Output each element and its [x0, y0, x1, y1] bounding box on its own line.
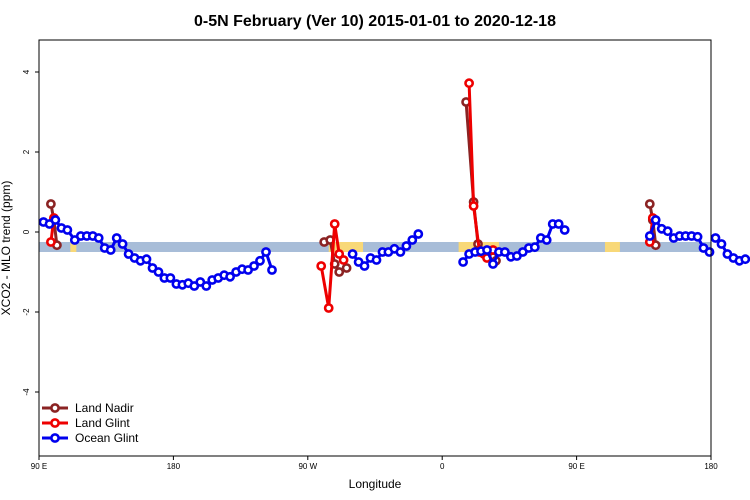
legend-label: Ocean Glint: [75, 431, 139, 445]
band-yellow-3: [604, 242, 620, 252]
data-point: [341, 263, 352, 273]
data-point: [165, 273, 176, 283]
data-point: [334, 267, 345, 277]
data-point: [105, 245, 116, 255]
series-ocean-glint: [38, 215, 750, 291]
data-point: [644, 231, 655, 241]
legend-entry: Land Nadir: [42, 401, 134, 415]
data-point: [644, 199, 655, 209]
data-point: [201, 281, 212, 291]
legend-swatch-marker: [50, 403, 60, 413]
x-tick-label: 0: [440, 462, 445, 471]
y-tick-label: 0: [22, 229, 31, 234]
series-land-glint: [46, 78, 658, 313]
series-line-1-2: [467, 83, 495, 260]
data-point: [261, 247, 271, 257]
data-point: [329, 219, 340, 229]
data-point: [553, 219, 564, 229]
y-axis-label: XCO2 - MLO trend (ppm): [0, 181, 13, 316]
data-point: [267, 265, 277, 275]
data-point: [249, 261, 259, 271]
band-yellow-1: [328, 242, 364, 252]
data-point: [488, 259, 498, 269]
data-point: [559, 225, 570, 235]
data-point: [338, 255, 349, 265]
series-layer: [38, 78, 750, 313]
data-point: [255, 255, 265, 266]
chart-title: 0-5N February (Ver 10) 2015-01-01 to 202…: [194, 13, 556, 30]
y-axis: -4 -2 0 2 4: [22, 69, 39, 396]
data-point: [347, 249, 358, 259]
data-point: [401, 241, 412, 251]
y-tick-label: -2: [22, 308, 31, 316]
data-point: [499, 247, 510, 257]
x-axis: 90 E 180 90 W 0 90 E 180: [31, 456, 718, 471]
legend-swatch-marker: [50, 433, 60, 443]
data-point: [334, 249, 345, 259]
data-point: [93, 233, 104, 243]
y-tick-label: -4: [22, 388, 31, 396]
data-point: [371, 255, 382, 265]
data-point: [316, 261, 327, 271]
data-point: [482, 245, 492, 255]
data-point: [692, 231, 703, 242]
x-tick-label: 180: [704, 462, 718, 471]
data-point: [541, 235, 552, 245]
data-point: [407, 235, 418, 245]
data-point: [662, 226, 673, 237]
y-tick-label: 2: [22, 149, 31, 154]
reference-band: [39, 242, 711, 252]
data-point: [464, 78, 474, 89]
data-point: [225, 271, 235, 282]
legend-entry: Land Glint: [42, 416, 130, 430]
data-point: [716, 239, 727, 249]
legend-entry: Ocean Glint: [42, 431, 139, 445]
data-point: [650, 215, 661, 225]
data-point: [46, 199, 56, 209]
legend-label: Land Nadir: [75, 401, 134, 415]
data-point: [141, 254, 152, 265]
x-axis-label: Longitude: [349, 477, 402, 491]
x-tick-label: 180: [167, 462, 181, 471]
data-point: [62, 225, 73, 235]
data-point: [458, 257, 468, 267]
data-point: [46, 237, 56, 247]
x-tick-label: 90 W: [298, 462, 317, 471]
data-point: [359, 261, 370, 271]
band-yellow-0: [70, 242, 77, 252]
data-point: [153, 267, 164, 277]
data-point: [704, 247, 715, 257]
legend-swatch-marker: [50, 418, 60, 428]
data-point: [468, 201, 479, 211]
data-point: [117, 239, 128, 249]
data-point: [529, 242, 540, 253]
data-point: [50, 215, 61, 225]
x-tick-label: 90 E: [568, 462, 584, 471]
data-point: [710, 233, 721, 243]
data-point: [413, 229, 424, 239]
y-tick-label: 4: [22, 69, 31, 74]
data-point: [740, 254, 750, 265]
data-point: [395, 247, 406, 257]
legend-label: Land Glint: [75, 416, 130, 430]
band-blue: [39, 242, 711, 252]
data-point: [111, 233, 122, 243]
x-tick-label: 90 E: [31, 462, 47, 471]
data-point: [323, 303, 334, 313]
plot-frame: [38, 39, 712, 457]
